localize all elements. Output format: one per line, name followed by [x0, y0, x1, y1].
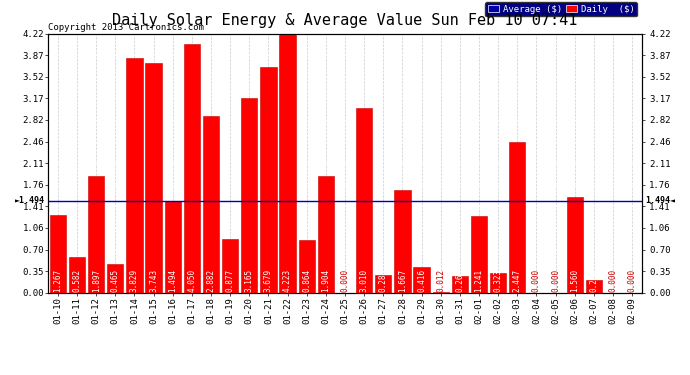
Bar: [375, 275, 391, 292]
Text: 1.267: 1.267: [53, 269, 62, 292]
Bar: [69, 257, 85, 292]
Text: 0.877: 0.877: [226, 269, 235, 292]
Bar: [126, 58, 143, 292]
Text: 1.494: 1.494: [168, 269, 177, 292]
Bar: [356, 108, 373, 292]
Legend: Average ($), Daily  ($): Average ($), Daily ($): [486, 2, 637, 16]
Bar: [88, 176, 104, 292]
Text: 3.829: 3.829: [130, 269, 139, 292]
Bar: [222, 239, 238, 292]
Bar: [317, 176, 334, 292]
Text: 4.050: 4.050: [188, 269, 197, 292]
Text: 1.897: 1.897: [92, 269, 101, 292]
Text: 3.679: 3.679: [264, 269, 273, 292]
Text: 0.000: 0.000: [609, 269, 618, 292]
Bar: [509, 142, 525, 292]
Text: 0.465: 0.465: [111, 269, 120, 292]
Text: 0.288: 0.288: [379, 269, 388, 292]
Bar: [586, 280, 602, 292]
Bar: [394, 190, 411, 292]
Text: 0.000: 0.000: [340, 269, 350, 292]
Bar: [566, 197, 583, 292]
Text: ►1.494: ►1.494: [15, 196, 45, 206]
Bar: [165, 201, 181, 292]
Text: 4.223: 4.223: [283, 269, 292, 292]
Text: Copyright 2013 Cartronics.com: Copyright 2013 Cartronics.com: [48, 23, 204, 32]
Text: 3.743: 3.743: [149, 269, 158, 292]
Bar: [260, 67, 277, 292]
Bar: [241, 99, 257, 292]
Text: 0.000: 0.000: [532, 269, 541, 292]
Text: 3.165: 3.165: [245, 269, 254, 292]
Bar: [452, 276, 468, 292]
Text: 0.012: 0.012: [436, 269, 445, 292]
Bar: [50, 215, 66, 292]
Bar: [279, 34, 296, 292]
Text: 0.266: 0.266: [455, 269, 464, 292]
Text: 1.667: 1.667: [398, 269, 407, 292]
Bar: [413, 267, 430, 292]
Text: 0.582: 0.582: [72, 269, 81, 292]
Bar: [107, 264, 124, 292]
Text: 2.882: 2.882: [206, 269, 215, 292]
Text: 1.904: 1.904: [322, 269, 331, 292]
Text: 1.560: 1.560: [570, 269, 579, 292]
Text: 0.416: 0.416: [417, 269, 426, 292]
Text: 3.010: 3.010: [359, 269, 368, 292]
Bar: [299, 240, 315, 292]
Bar: [203, 116, 219, 292]
Bar: [471, 216, 487, 292]
Bar: [146, 63, 161, 292]
Text: Daily Solar Energy & Average Value Sun Feb 10 07:41: Daily Solar Energy & Average Value Sun F…: [112, 13, 578, 28]
Text: 0.864: 0.864: [302, 269, 311, 292]
Text: 2.447: 2.447: [513, 269, 522, 292]
Text: 0.323: 0.323: [493, 269, 502, 292]
Text: 1.241: 1.241: [475, 269, 484, 292]
Text: 0.000: 0.000: [628, 269, 637, 292]
Text: 0.204: 0.204: [589, 269, 598, 292]
Bar: [184, 44, 200, 292]
Bar: [490, 273, 506, 292]
Text: 1.494◄: 1.494◄: [645, 196, 675, 206]
Text: 0.000: 0.000: [551, 269, 560, 292]
